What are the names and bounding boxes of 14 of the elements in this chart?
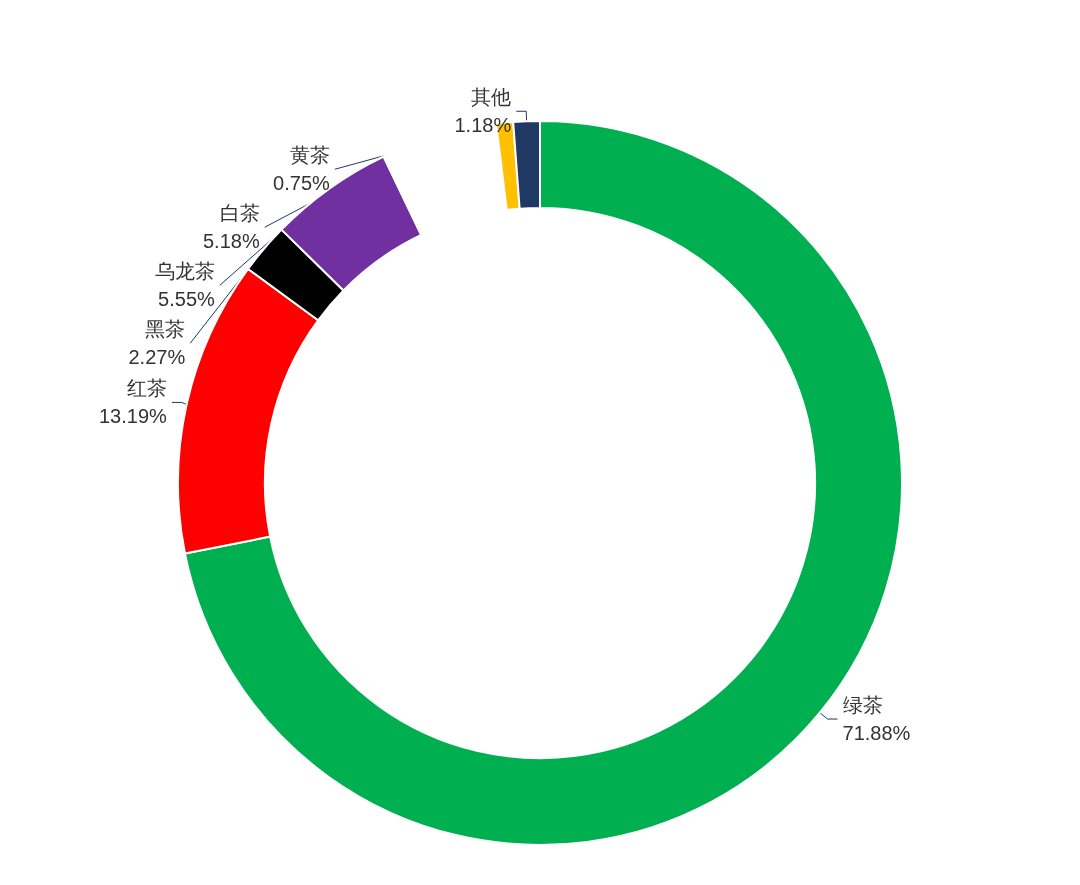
data-label: 5.55% <box>158 288 216 311</box>
slice-label: 黄茶 <box>289 144 330 167</box>
data-label: 2.27% <box>128 346 186 369</box>
data-label: 1.18% <box>454 114 512 137</box>
slice-label: 绿茶 <box>842 694 883 717</box>
data-label: 13.19% <box>98 405 168 428</box>
slice-label: 红茶 <box>126 377 167 400</box>
slice-label: 白茶 <box>219 202 260 225</box>
slice-label: 黑茶 <box>145 318 186 341</box>
data-label: 5.18% <box>202 230 260 253</box>
data-label: 71.88% <box>842 722 911 745</box>
slice-label: 乌龙茶 <box>154 260 215 283</box>
data-label: 0.75% <box>273 172 331 195</box>
slice-label: 其他 <box>471 86 512 109</box>
